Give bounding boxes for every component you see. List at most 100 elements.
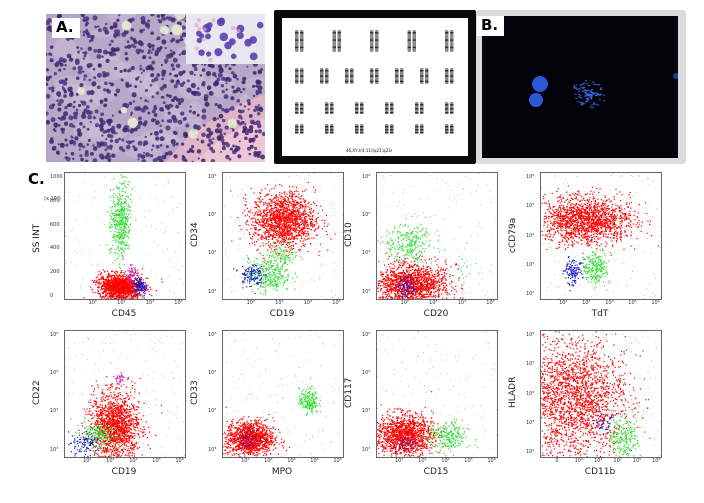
event-dot: [107, 288, 109, 290]
event-dot: [271, 244, 273, 247]
event-dot: [93, 282, 95, 284]
event-dot: [279, 205, 281, 207]
event-dot: [278, 217, 280, 220]
event-dot: [285, 235, 287, 237]
event-dot: [271, 199, 273, 201]
event-dot: [124, 281, 126, 283]
event-dot: [294, 243, 297, 245]
event-dot: [281, 241, 283, 244]
event-dot: [116, 220, 119, 222]
event-dot: [115, 285, 117, 287]
event-dot: [286, 228, 288, 230]
event-dot: [113, 282, 115, 284]
event-dot: [262, 202, 265, 204]
event-dot: [82, 181, 84, 183]
event-dot: [270, 223, 272, 226]
event-dot: [310, 218, 312, 220]
event-dot: [258, 214, 260, 216]
event-dot: [297, 223, 299, 225]
event-dot: [128, 237, 130, 239]
event-dot: [304, 224, 306, 226]
event-dot: [121, 290, 123, 292]
event-dot: [177, 261, 179, 263]
event-dot: [99, 294, 101, 296]
event-dot: [280, 195, 282, 197]
event-dot: [117, 228, 119, 230]
event-dot: [124, 289, 126, 291]
event-dot: [277, 285, 279, 287]
event-dot: [286, 226, 288, 228]
event-dot: [282, 211, 284, 213]
event-dot: [136, 283, 139, 285]
event-dot: [265, 276, 267, 278]
event-dot: [120, 211, 122, 213]
event-dot: [135, 278, 137, 280]
event-dot: [301, 212, 303, 214]
event-dot: [230, 216, 232, 217]
event-dot: [127, 231, 129, 233]
event-dot: [418, 266, 420, 268]
event-dot: [276, 233, 278, 235]
event-dot: [99, 281, 101, 283]
event-dot: [324, 212, 326, 214]
event-dot: [287, 273, 289, 275]
event-dot: [277, 220, 279, 222]
event-dot: [100, 289, 102, 291]
event-dot: [295, 230, 297, 232]
event-dot: [109, 289, 111, 291]
event-dot: [294, 204, 296, 206]
event-dot: [273, 217, 275, 219]
event-dot: [307, 203, 309, 205]
event-dot: [284, 199, 286, 201]
event-dot: [291, 215, 293, 217]
event-dot: [267, 278, 269, 280]
event-dot: [120, 236, 122, 238]
event-dot: [133, 280, 135, 283]
event-dot: [119, 241, 121, 243]
event-dot: [313, 225, 315, 227]
event-dot: [267, 244, 270, 246]
event-dot: [281, 240, 283, 242]
event-dot: [131, 297, 133, 299]
event-dot: [111, 214, 113, 216]
event-dot: [307, 235, 309, 237]
event-dot: [147, 288, 149, 290]
event-dot: [287, 230, 289, 232]
event-dot: [275, 256, 277, 258]
event-dot: [268, 209, 270, 211]
event-dot: [124, 288, 126, 290]
event-dot: [305, 225, 308, 227]
event-dot: [286, 203, 288, 205]
event-dot: [264, 196, 266, 198]
event-dot: [112, 282, 114, 284]
event-dot: [438, 271, 440, 273]
event-dot: [292, 204, 294, 206]
event-dot: [144, 288, 146, 290]
event-dot: [125, 271, 127, 273]
event-dot: [278, 254, 280, 256]
event-dot: [265, 243, 267, 245]
karyotype-caption: 46,XY,t(4;11)(q21;q23): [346, 148, 393, 153]
event-dot: [255, 278, 257, 280]
event-dot: [301, 237, 303, 240]
event-dot: [264, 233, 266, 235]
event-dot: [121, 208, 124, 210]
event-dot: [434, 273, 436, 275]
event-dot: [274, 210, 276, 212]
event-dot: [282, 216, 284, 218]
x-tick-label: 10⁵: [174, 300, 183, 306]
event-dot: [118, 283, 120, 285]
event-dot: [155, 294, 157, 296]
event-dot: [267, 266, 269, 268]
event-dot: [420, 275, 422, 278]
event-dot: [318, 225, 320, 227]
event-dot: [262, 216, 264, 218]
event-dot: [268, 256, 270, 258]
event-dot: [307, 273, 309, 274]
event-dot: [317, 216, 319, 218]
event-dot: [274, 260, 276, 262]
event-dot: [121, 211, 123, 213]
event-dot: [261, 189, 263, 191]
event-dot: [69, 281, 70, 283]
event-dot: [122, 240, 124, 242]
